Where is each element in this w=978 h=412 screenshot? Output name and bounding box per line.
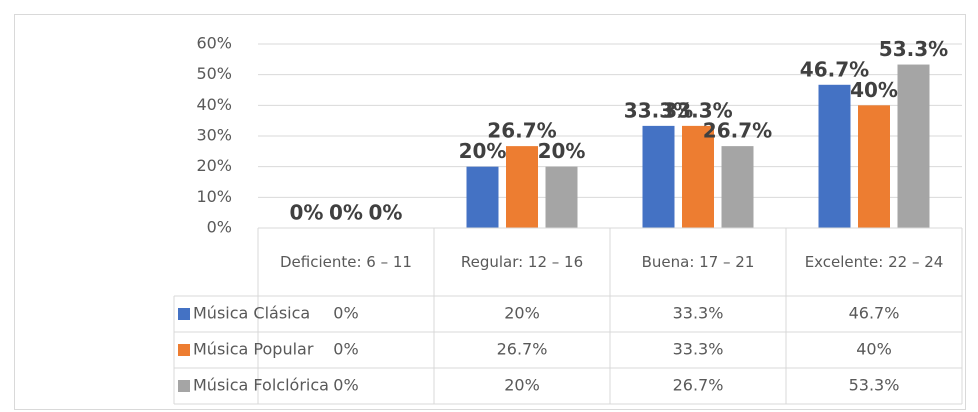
x-tick-label: Buena: 17 – 21 [641,253,755,271]
legend-label: Música Clásica [193,304,310,323]
table-cell: 33.3% [673,340,724,359]
y-tick-label: 0% [207,218,232,237]
x-tick-label-box: Deficiente: 6 – 11 [280,253,412,271]
data-label: 0% [369,201,403,225]
legend-key [178,308,190,320]
data-label: 0% [329,201,363,225]
data-label: 53.3% [879,37,948,61]
data-label: 40% [850,78,898,102]
table-cell: 26.7% [497,340,548,359]
bar [642,125,675,228]
table-cell: 0% [333,340,358,359]
y-tick-label: 60% [196,34,232,53]
bar [721,146,754,228]
x-tick-label-box: Excelente: 22 – 24 [804,253,944,271]
y-tick-label: 10% [196,187,232,206]
bar [466,166,499,228]
x-tick-label: Deficiente: 6 – 11 [280,253,412,271]
legend-key [178,380,190,392]
table-cell: 0% [333,304,358,323]
legend-label: Música Folclórica [193,376,329,395]
data-label: 20% [538,139,586,163]
x-tick-label-box: Buena: 17 – 21 [641,253,755,271]
bar [858,105,890,228]
bar [818,84,851,228]
table-cell: 46.7% [849,304,900,323]
bar [682,125,714,228]
y-tick-label: 30% [196,126,232,145]
data-label: 33.3% [624,98,693,122]
data-label: 0% [290,201,324,225]
data-label: 33.3% [663,98,732,122]
bar [897,64,930,229]
table-cell: 0% [333,376,358,395]
data-label: 46.7% [800,57,869,81]
x-tick-label: Regular: 12 – 16 [460,253,584,271]
legend-key [178,344,190,356]
legend-label: Música Popular [193,340,314,359]
table-cell: 20% [504,304,540,323]
y-tick-label: 50% [196,64,232,83]
y-tick-label: 20% [196,156,232,175]
table-cell: 33.3% [673,304,724,323]
bar [506,146,538,228]
data-label: 26.7% [487,119,556,143]
table-cell: 53.3% [849,376,900,395]
y-tick-label: 40% [196,95,232,114]
table-cell: 20% [504,376,540,395]
table-cell: 40% [856,340,892,359]
x-tick-label-box: Regular: 12 – 16 [460,253,584,271]
data-label: 26.7% [703,119,772,143]
x-tick-label: Excelente: 22 – 24 [804,253,944,271]
data-label: 20% [459,139,507,163]
table-cell: 26.7% [673,376,724,395]
bar [545,166,578,228]
